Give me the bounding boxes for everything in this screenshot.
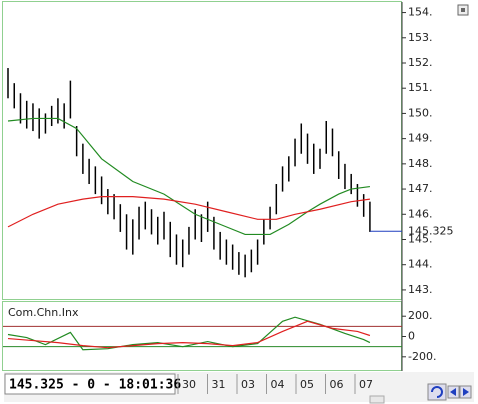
moving-average [7,196,371,228]
refresh-icon [431,386,443,398]
status-text: 145.325 - 0 - 18:01:36 [9,378,181,393]
status-box [4,373,176,395]
date-label: 04 [271,378,285,391]
y-tick-label: 143. [408,283,433,296]
y-tick-label: 152. [408,56,433,69]
right-arrow [463,388,469,396]
y-tick-label: -200. [408,350,436,363]
y-tick-label: 0 [408,330,415,343]
moving-average [7,117,371,236]
y-tick-label: 154. [408,6,433,19]
y-tick-label: 148. [408,157,433,170]
y-tick-label: 153. [408,31,433,44]
indicator-title: Com.Chn.Inx [8,306,79,319]
date-label: 30 [182,378,196,391]
y-tick-label: 145. [408,232,433,245]
indicator-line [7,320,371,349]
last-price-label: 145.325 [408,224,454,237]
date-label: 05 [300,378,314,391]
scroll-thumb[interactable] [369,395,385,404]
date-label: 07 [359,378,373,391]
y-tick-label: 144. [408,258,433,271]
maximize-icon [461,8,465,12]
date-label: 31 [212,378,226,391]
y-tick-label: 200. [408,309,433,322]
y-tick-label: 150. [408,106,433,119]
y-tick-label: 146. [408,207,433,220]
y-tick-label: 151. [408,81,433,94]
y-tick-label: 149. [408,132,433,145]
refresh-button[interactable] [427,383,447,401]
date-label: 03 [241,378,255,391]
date-label: 06 [330,378,344,391]
left-arrow [450,388,456,396]
y-tick-label: 147. [408,182,433,195]
